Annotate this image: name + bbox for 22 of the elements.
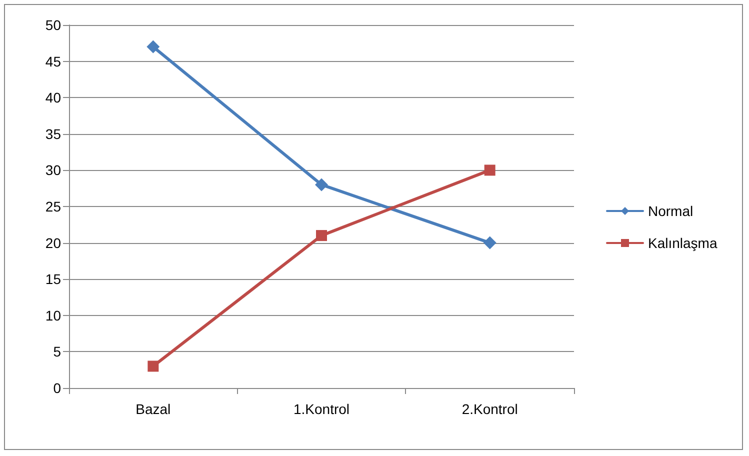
x-tick-label: Bazal [136,401,171,417]
y-tick-label: 40 [45,90,62,106]
point [148,360,159,372]
y-tick-label: 20 [45,234,62,251]
y-tick-label: 15 [45,271,62,288]
y-tick-label: 0 [53,380,62,396]
y-tick-label: 5 [53,344,62,360]
point [484,164,496,176]
y-tick-label: 50 [45,17,62,33]
y-tick-label: 30 [45,162,62,178]
x-tick-label: 1.Kontrol [293,401,350,417]
x-tick-label: 2.Kontrol [462,401,518,417]
y-tick-label: 35 [45,126,62,142]
point [315,178,328,192]
legend-label: Kalınlaşma [648,235,718,251]
point [483,236,496,250]
y-tick-label: 25 [45,198,62,214]
point [146,40,160,54]
y-tick-label: 10 [45,307,62,324]
point [316,230,327,242]
y-tick-label: 45 [45,53,62,70]
legend-label: Normal [648,203,694,219]
